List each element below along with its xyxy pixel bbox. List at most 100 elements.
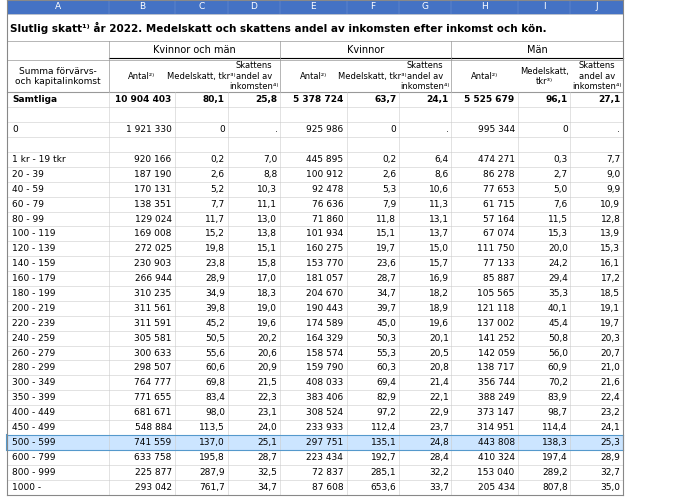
Text: 13,8: 13,8 <box>258 230 277 239</box>
Text: 0: 0 <box>391 125 396 134</box>
Bar <box>7 390 623 405</box>
Text: 920 166: 920 166 <box>134 155 172 164</box>
Text: 297 751: 297 751 <box>306 438 343 447</box>
Text: 24,1: 24,1 <box>426 95 449 104</box>
Text: 129 024: 129 024 <box>134 215 172 224</box>
Text: 137 002: 137 002 <box>477 319 514 328</box>
Text: 195,8: 195,8 <box>199 453 225 462</box>
Text: 18,5: 18,5 <box>601 289 620 298</box>
Text: 87 608: 87 608 <box>312 483 343 492</box>
Text: 225 877: 225 877 <box>134 468 172 477</box>
Text: 164 329: 164 329 <box>306 333 343 342</box>
Text: Medelskatt, tkr³⁾: Medelskatt, tkr³⁾ <box>167 72 236 81</box>
Text: 807,8: 807,8 <box>542 483 568 492</box>
Text: 293 042: 293 042 <box>134 483 172 492</box>
Text: 311 561: 311 561 <box>134 304 172 313</box>
Text: 13,9: 13,9 <box>601 230 620 239</box>
Text: 0,3: 0,3 <box>554 155 568 164</box>
Text: 101 934: 101 934 <box>306 230 343 239</box>
Text: 6,4: 6,4 <box>435 155 449 164</box>
Text: 220 - 239: 220 - 239 <box>12 319 55 328</box>
Bar <box>7 60 623 92</box>
Text: 39,7: 39,7 <box>377 304 396 313</box>
Text: 21,0: 21,0 <box>601 363 620 372</box>
Text: 158 574: 158 574 <box>306 348 343 357</box>
Text: 20 - 39: 20 - 39 <box>12 170 44 179</box>
Text: 135,1: 135,1 <box>370 438 396 447</box>
Text: Män: Män <box>527 45 547 55</box>
Text: Summa förvärvs-
och kapitalinkomst: Summa förvärvs- och kapitalinkomst <box>15 67 101 86</box>
Bar <box>7 167 623 182</box>
Text: 548 884: 548 884 <box>134 423 172 432</box>
Text: 8,6: 8,6 <box>435 170 449 179</box>
Text: 170 131: 170 131 <box>134 185 172 194</box>
Text: 12,8: 12,8 <box>601 215 620 224</box>
Text: Skattens
andel av
inkomsten⁴⁾: Skattens andel av inkomsten⁴⁾ <box>400 62 450 91</box>
Text: 40 - 59: 40 - 59 <box>12 185 44 194</box>
Text: 10,3: 10,3 <box>258 185 277 194</box>
Text: 153 040: 153 040 <box>477 468 514 477</box>
Text: Slutlig skatt¹⁾ år 2022. Medelskatt och skattens andel av inkomsten efter inkoms: Slutlig skatt¹⁾ år 2022. Medelskatt och … <box>10 21 547 34</box>
Text: 21,4: 21,4 <box>429 378 449 387</box>
Text: 205 434: 205 434 <box>477 483 514 492</box>
Text: 995 344: 995 344 <box>477 125 514 134</box>
Text: 23,7: 23,7 <box>429 423 449 432</box>
Text: 57 164: 57 164 <box>483 215 514 224</box>
Text: Skattens
andel av
inkomsten⁴⁾: Skattens andel av inkomsten⁴⁾ <box>572 62 622 91</box>
Text: 24,8: 24,8 <box>429 438 449 447</box>
Text: 13,0: 13,0 <box>258 215 277 224</box>
Text: 34,7: 34,7 <box>377 289 396 298</box>
Text: 1000 -: 1000 - <box>12 483 41 492</box>
Text: 13,1: 13,1 <box>429 215 449 224</box>
Text: 17,2: 17,2 <box>601 274 620 283</box>
Bar <box>280 0 346 14</box>
Text: 13,7: 13,7 <box>429 230 449 239</box>
Text: 15,1: 15,1 <box>377 230 396 239</box>
Text: Antal²⁾: Antal²⁾ <box>300 72 327 81</box>
Bar <box>175 0 228 14</box>
Text: 24,0: 24,0 <box>258 423 277 432</box>
Text: 50,8: 50,8 <box>548 333 568 342</box>
Text: 69,8: 69,8 <box>205 378 225 387</box>
Text: 24,1: 24,1 <box>601 423 620 432</box>
Text: Antal²⁾: Antal²⁾ <box>128 72 155 81</box>
Text: 5,3: 5,3 <box>382 185 396 194</box>
Bar <box>7 420 623 435</box>
Text: 272 025: 272 025 <box>134 245 172 253</box>
Text: 69,4: 69,4 <box>377 378 396 387</box>
Text: 20,2: 20,2 <box>258 333 277 342</box>
Text: 5,2: 5,2 <box>211 185 225 194</box>
Bar <box>7 375 623 390</box>
Text: 681 671: 681 671 <box>134 408 172 417</box>
Text: 20,3: 20,3 <box>601 333 620 342</box>
Text: 60,6: 60,6 <box>205 363 225 372</box>
Text: Kvinnor: Kvinnor <box>347 45 384 55</box>
Text: 16,1: 16,1 <box>601 259 620 268</box>
Bar <box>7 480 623 495</box>
Text: 15,3: 15,3 <box>548 230 568 239</box>
Text: 0,2: 0,2 <box>211 155 225 164</box>
Text: 373 147: 373 147 <box>477 408 514 417</box>
Text: 19,7: 19,7 <box>601 319 620 328</box>
Text: 240 - 259: 240 - 259 <box>12 333 55 342</box>
Text: 22,3: 22,3 <box>258 393 277 402</box>
Text: 0: 0 <box>219 125 225 134</box>
Text: 20,5: 20,5 <box>429 348 449 357</box>
Text: 15,3: 15,3 <box>601 245 620 253</box>
Text: 80 - 99: 80 - 99 <box>12 215 44 224</box>
Text: 142 059: 142 059 <box>477 348 514 357</box>
Text: 8,8: 8,8 <box>263 170 277 179</box>
Text: 28,4: 28,4 <box>429 453 449 462</box>
Text: 39,8: 39,8 <box>205 304 225 313</box>
Text: 410 324: 410 324 <box>477 453 514 462</box>
Text: 18,3: 18,3 <box>258 289 277 298</box>
Text: 20,6: 20,6 <box>258 348 277 357</box>
Text: 34,9: 34,9 <box>205 289 225 298</box>
Text: .: . <box>617 125 620 134</box>
Text: 16,9: 16,9 <box>429 274 449 283</box>
Text: 29,4: 29,4 <box>548 274 568 283</box>
Text: 92 478: 92 478 <box>312 185 343 194</box>
Text: D: D <box>251 2 257 11</box>
Text: 300 633: 300 633 <box>134 348 172 357</box>
Text: 97,2: 97,2 <box>377 408 396 417</box>
